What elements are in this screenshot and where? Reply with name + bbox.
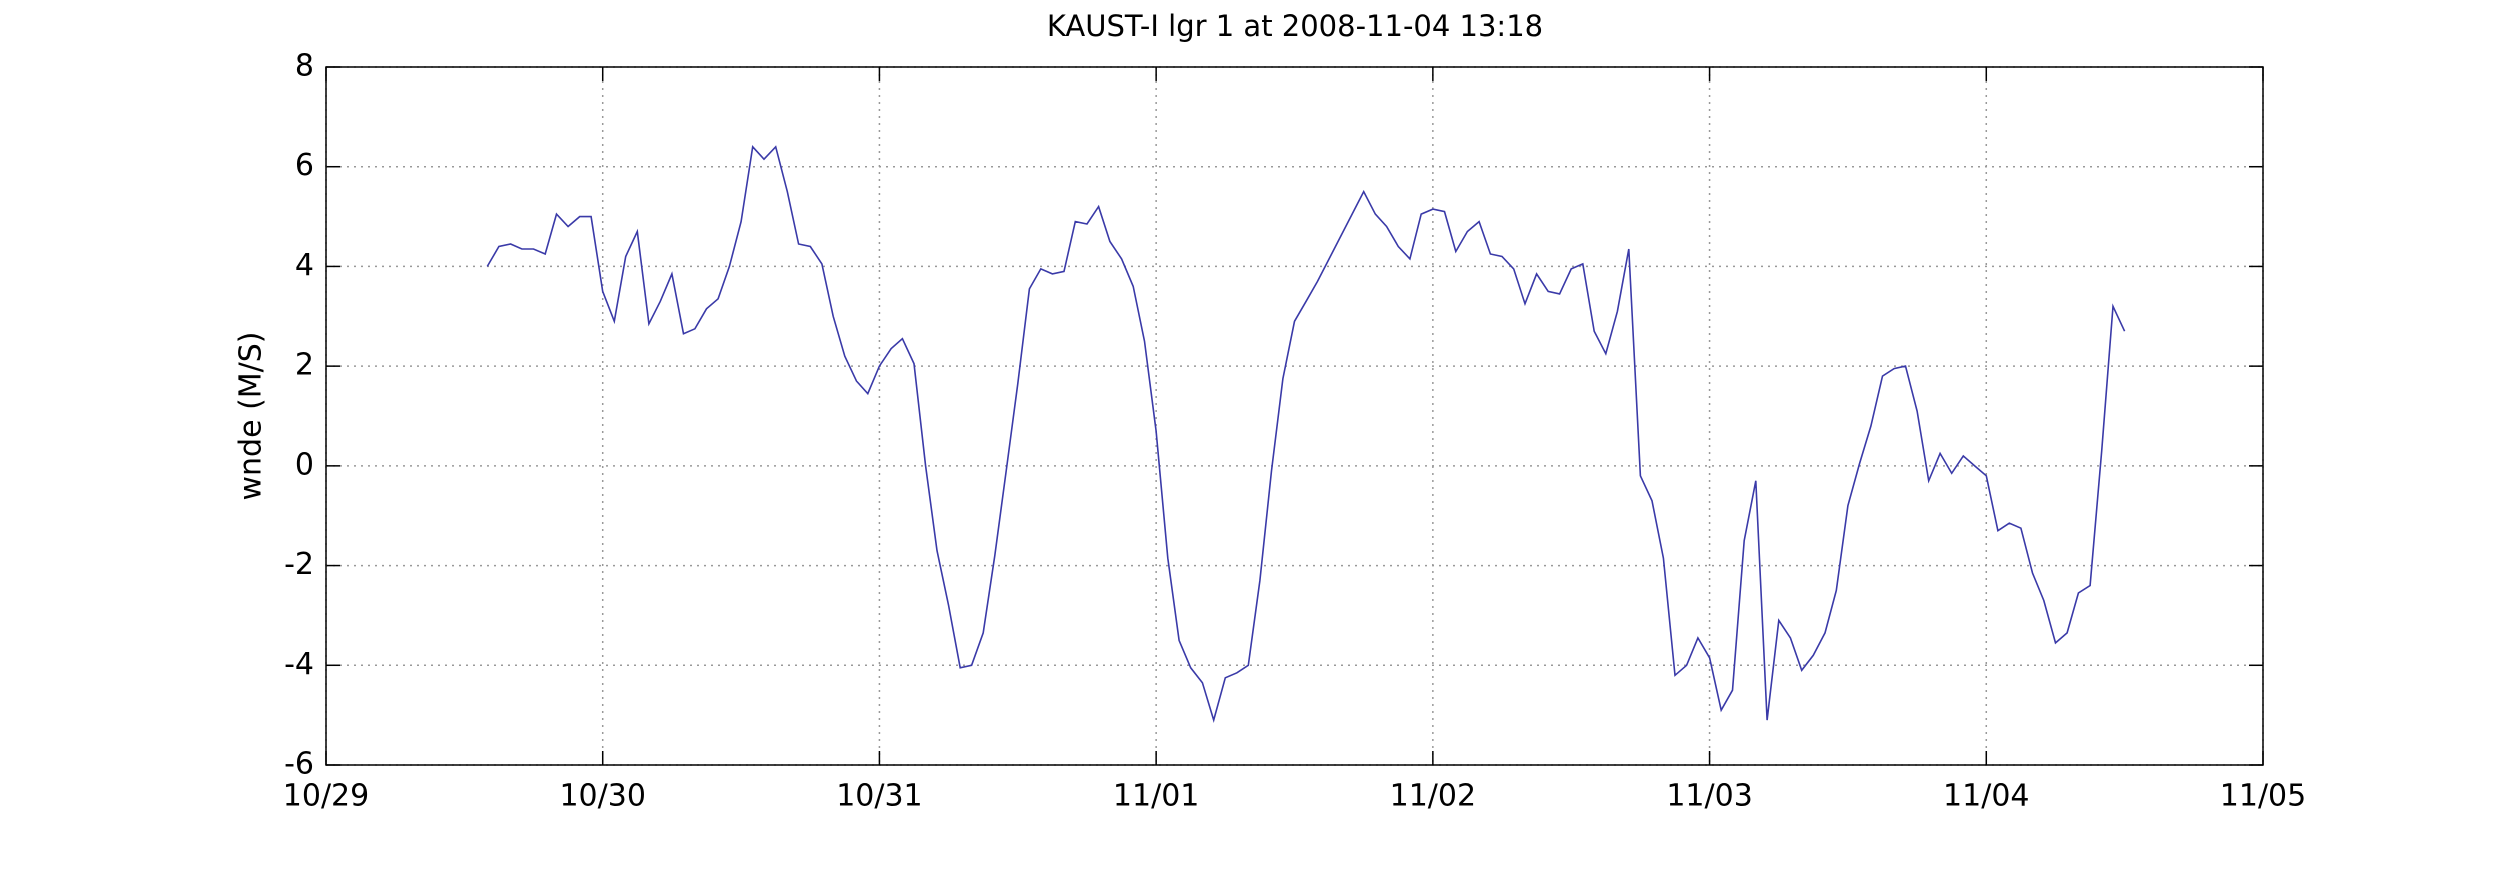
y-tick-label: 0 (295, 447, 314, 482)
y-axis-label: wnde (M/S) (234, 331, 269, 500)
x-tick-label: 11/05 (2220, 779, 2306, 814)
x-tick-label: 10/30 (559, 779, 645, 814)
y-tick-label: -2 (284, 547, 314, 582)
x-tick-label: 11/03 (1666, 779, 1752, 814)
y-tick-label: -4 (284, 647, 314, 682)
x-tick-label: 10/31 (836, 779, 922, 814)
x-tick-label: 11/02 (1390, 779, 1476, 814)
y-tick-label: -6 (284, 747, 314, 782)
x-tick-label: 11/04 (1943, 779, 2029, 814)
y-tick-label: 4 (295, 248, 314, 283)
y-tick-label: 6 (295, 148, 314, 183)
x-tick-label: 11/01 (1113, 779, 1199, 814)
y-tick-label: 8 (295, 49, 314, 84)
plot-frame (325, 66, 2264, 766)
x-tick-label: 10/29 (283, 779, 369, 814)
y-tick-label: 2 (295, 348, 314, 383)
data-line (486, 145, 2126, 723)
chart-title: KAUST-I lgr 1 at 2008-11-04 13:18 (1047, 9, 1543, 43)
